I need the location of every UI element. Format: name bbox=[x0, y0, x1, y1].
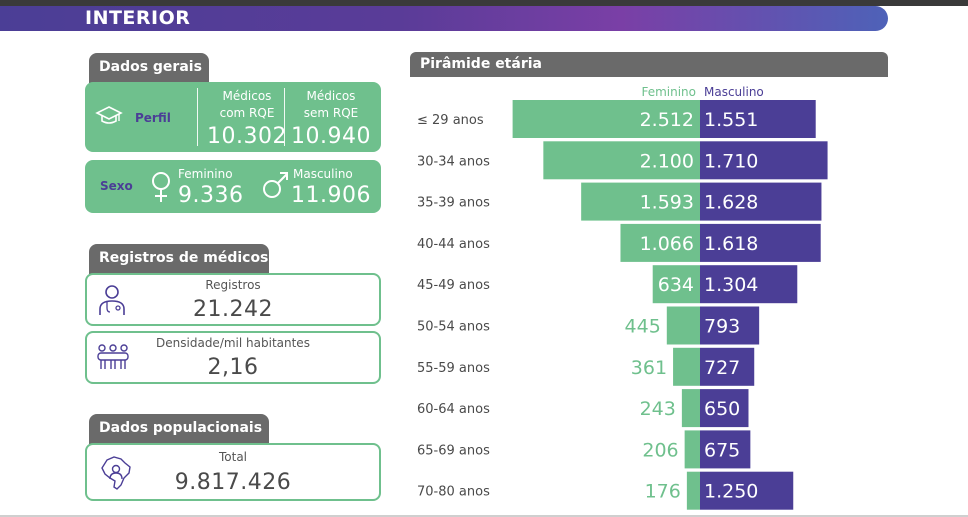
category-label: 60-64 anos bbox=[417, 402, 490, 417]
sexo-label: Sexo bbox=[100, 179, 133, 193]
tab-registros: Registros de médicos bbox=[89, 244, 269, 274]
data-label-masculino: 1.250 bbox=[704, 481, 758, 503]
total-label: Total bbox=[218, 450, 248, 464]
data-label-masculino: 1.304 bbox=[704, 274, 758, 296]
registros-label: Registros bbox=[205, 278, 261, 292]
masculino-value: 11.906 bbox=[291, 183, 371, 208]
perfil-label: Perfil bbox=[135, 111, 171, 125]
data-label-masculino: 650 bbox=[704, 398, 740, 420]
bar-feminino bbox=[512, 100, 700, 138]
bar-masculino bbox=[700, 306, 760, 345]
bar-masculino bbox=[700, 471, 794, 510]
sexo-card: Sexo Feminino 9.336 Masculino 11.906 bbox=[85, 160, 381, 213]
data-label-feminino: 1.066 bbox=[640, 233, 694, 255]
female-symbol-icon bbox=[152, 172, 170, 202]
com-rqe-label-2: com RQE bbox=[219, 106, 275, 120]
registros-card: Registros 21.242 bbox=[85, 273, 381, 326]
sem-rqe-label-1: Médicos bbox=[306, 89, 356, 103]
total-value: 9.817.426 bbox=[174, 470, 292, 495]
sem-rqe-label-2: sem RQE bbox=[303, 106, 359, 120]
data-label-masculino: 675 bbox=[704, 439, 740, 461]
data-label-masculino: 1.628 bbox=[704, 192, 758, 214]
category-label: 45-49 anos bbox=[417, 278, 490, 293]
data-label-feminino: 1.593 bbox=[640, 192, 694, 214]
legend-masculino: Masculino bbox=[704, 85, 764, 99]
bar-masculino bbox=[700, 141, 828, 180]
bar-feminino bbox=[681, 389, 700, 428]
bar-feminino bbox=[543, 141, 700, 180]
data-label-feminino: 2.100 bbox=[640, 150, 694, 172]
perfil-card: Perfil Médicos com RQE 10.302 Médicos se… bbox=[85, 82, 381, 152]
male-symbol-icon bbox=[263, 172, 288, 198]
feminino-value: 9.336 bbox=[178, 183, 244, 208]
bar-masculino bbox=[700, 265, 798, 304]
total-card: Total 9.817.426 bbox=[85, 443, 381, 501]
masculino-label: Masculino bbox=[293, 167, 353, 181]
data-label-feminino: 361 bbox=[631, 357, 667, 379]
bar-masculino bbox=[700, 430, 751, 469]
category-label: 40-44 anos bbox=[417, 237, 490, 252]
doctor-icon bbox=[99, 285, 125, 315]
category-label: ≤ 29 anos bbox=[417, 113, 484, 128]
page-title: INTERIOR bbox=[85, 7, 191, 29]
bar-feminino bbox=[666, 306, 700, 345]
bar-feminino bbox=[620, 223, 700, 262]
category-label: 35-39 anos bbox=[417, 196, 490, 211]
data-label-masculino: 793 bbox=[704, 316, 740, 338]
data-label-masculino: 1.551 bbox=[704, 109, 758, 131]
bar-masculino bbox=[700, 182, 822, 221]
registros-value: 21.242 bbox=[193, 297, 273, 322]
data-label-masculino: 727 bbox=[704, 357, 740, 379]
bar-masculino bbox=[700, 347, 755, 386]
bottom-border bbox=[0, 515, 968, 517]
data-label-feminino: 176 bbox=[645, 481, 681, 503]
bar-masculino bbox=[700, 100, 816, 138]
category-label: 65-69 anos bbox=[417, 443, 490, 458]
bar-feminino bbox=[581, 182, 700, 221]
bar-masculino bbox=[700, 389, 749, 428]
data-label-feminino: 634 bbox=[658, 274, 694, 296]
category-label: 50-54 anos bbox=[417, 320, 490, 335]
legend-feminino: Feminino bbox=[641, 85, 696, 99]
bar-feminino bbox=[673, 347, 700, 386]
com-rqe-label-1: Médicos bbox=[222, 89, 272, 103]
category-label: 55-59 anos bbox=[417, 361, 490, 376]
header-banner bbox=[0, 6, 888, 31]
category-label: 30-34 anos bbox=[417, 154, 490, 169]
graduation-cap-icon bbox=[95, 106, 123, 124]
data-label-feminino: 2.512 bbox=[640, 109, 694, 131]
age-pyramid-chart: Feminino Masculino ≤ 29 anos 2.512 1.551 30-3… bbox=[417, 85, 828, 510]
com-rqe-value: 10.302 bbox=[207, 124, 287, 149]
densidade-card: Densidade/mil habitantes 2,16 bbox=[85, 331, 381, 384]
bar-feminino bbox=[686, 471, 700, 510]
data-label-feminino: 243 bbox=[640, 398, 676, 420]
category-label: 70-80 anos bbox=[417, 485, 490, 500]
data-label-feminino: 206 bbox=[642, 439, 678, 461]
divider bbox=[197, 88, 198, 146]
sem-rqe-value: 10.940 bbox=[291, 124, 371, 149]
bar-feminino bbox=[684, 430, 700, 469]
bar-masculino bbox=[700, 223, 821, 262]
tab-dados-populacionais: Dados populacionais bbox=[89, 414, 269, 444]
feminino-label: Feminino bbox=[178, 167, 233, 181]
densidade-label: Densidade/mil habitantes bbox=[156, 336, 310, 350]
bar-feminino bbox=[652, 265, 700, 304]
data-label-feminino: 445 bbox=[625, 316, 661, 338]
tab-dados-gerais: Dados gerais bbox=[89, 53, 209, 83]
population-icon bbox=[97, 344, 129, 369]
divider bbox=[284, 88, 285, 146]
brazil-map-icon bbox=[101, 456, 131, 490]
densidade-value: 2,16 bbox=[207, 355, 259, 380]
tab-piramide: Pirâmide etária bbox=[410, 52, 888, 77]
data-label-masculino: 1.710 bbox=[704, 150, 758, 172]
top-border bbox=[0, 0, 968, 6]
data-label-masculino: 1.618 bbox=[704, 233, 758, 255]
